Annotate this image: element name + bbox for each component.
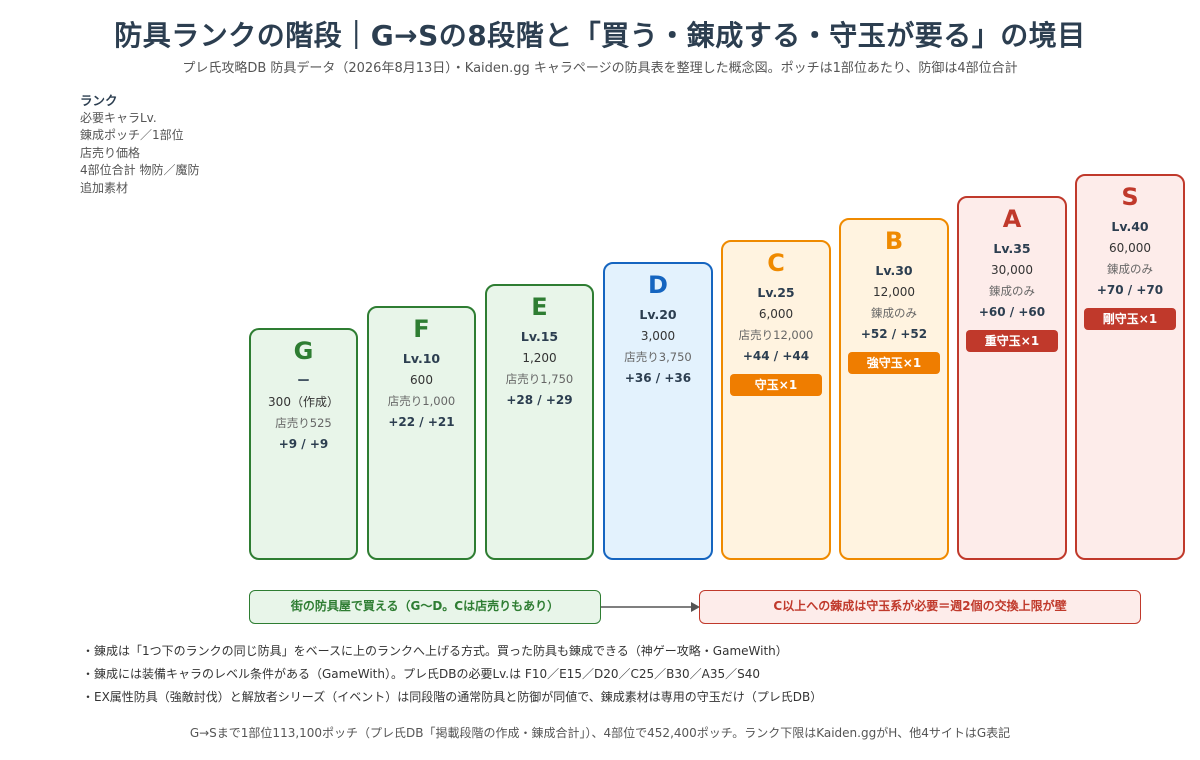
- rank-card-g: G ー 300（作成） 店売り525 +9 / +9: [249, 328, 358, 560]
- rank-cost: 60,000: [1109, 241, 1151, 255]
- rank-letter: A: [1002, 205, 1022, 233]
- note-item: ・錬成には装備キャラのレベル条件がある（GameWith）。プレ氏DBの必要Lv…: [82, 667, 760, 681]
- rank-letter: D: [648, 271, 668, 299]
- rank-material-badge: 重守玉×1: [966, 330, 1058, 352]
- legend-item-defense: 4部位合計 物防／魔防: [80, 163, 200, 177]
- rank-letter: B: [884, 227, 904, 255]
- rank-level: Lv.10: [402, 351, 441, 366]
- rank-card-f: F Lv.10 600 店売り1,000 +22 / +21: [367, 306, 476, 560]
- rank-material-badge: 守玉×1: [730, 374, 822, 396]
- legend-heading: ランク: [80, 93, 118, 108]
- rank-sell-price: 錬成のみ: [871, 306, 917, 320]
- rank-cost: 300（作成）: [268, 395, 339, 409]
- rank-cost: 6,000: [758, 307, 794, 321]
- note-item: ・錬成は「1つ下のランクの同じ防具」をベースに上のランクへ上げる方式。買った防具…: [82, 644, 788, 658]
- rank-defense: +28 / +29: [506, 393, 573, 407]
- rank-sell-price: 店売り12,000: [738, 328, 814, 342]
- page-subtitle: プレ氏攻略DB 防具データ（2026年8月13日）・Kaiden.gg キャラペ…: [182, 61, 1018, 76]
- rank-defense: +9 / +9: [278, 437, 329, 451]
- rank-letter: G: [293, 337, 314, 365]
- rank-cost: 600: [410, 373, 433, 387]
- rank-sell-price: 店売り1,750: [505, 372, 574, 386]
- rank-level: Lv.25: [757, 285, 795, 300]
- rank-defense: +52 / +52: [860, 327, 928, 341]
- rank-sell-price: 錬成のみ: [989, 284, 1035, 298]
- shop-range-band: 街の防具屋で買える（G〜D。Cは店売りもあり）: [249, 590, 601, 624]
- rank-letter: C: [767, 249, 785, 277]
- arrow-right-icon: [601, 602, 700, 612]
- rank-defense: +22 / +21: [388, 415, 455, 429]
- rank-letter: E: [531, 293, 548, 321]
- legend-item-material: 追加素材: [80, 180, 129, 195]
- rank-level: Lv.40: [1111, 219, 1149, 234]
- rank-material-badge: 剛守玉×1: [1084, 308, 1176, 330]
- rank-card-d: D Lv.20 3,000 店売り3,750 +36 / +36: [603, 262, 713, 560]
- rank-sell-price: 錬成のみ: [1107, 262, 1153, 276]
- notes-list: ・錬成は「1つ下のランクの同じ防具」をベースに上のランクへ上げる方式。買った防具…: [82, 640, 822, 709]
- rank-defense: +70 / +70: [1096, 283, 1164, 297]
- rank-card-s: S Lv.40 60,000 錬成のみ +70 / +70 剛守玉×1: [1075, 174, 1185, 560]
- rank-level: Lv.35: [993, 241, 1031, 256]
- legend-item-sell: 店売り価格: [80, 145, 141, 160]
- rank-defense: +44 / +44: [742, 349, 810, 363]
- rank-card-a: A Lv.35 30,000 錬成のみ +60 / +60 重守玉×1: [957, 196, 1067, 560]
- page-title: 防具ランクの階段｜G→Sの8段階と「買う・錬成する・守玉が要る」の境目: [114, 19, 1086, 52]
- rank-material-badge: 強守玉×1: [848, 352, 940, 374]
- rank-cost: 3,000: [640, 329, 676, 343]
- rank-level: Lv.20: [639, 307, 677, 322]
- rank-card-e: E Lv.15 1,200 店売り1,750 +28 / +29: [485, 284, 594, 560]
- legend-item-level: 必要キャラLv.: [80, 110, 157, 125]
- rank-letter: S: [1121, 183, 1139, 211]
- rank-sell-price: 店売り3,750: [624, 350, 692, 364]
- note-item: ・EX属性防具（強敵討伐）と解放者シリーズ（イベント）は同段階の通常防具と防御が…: [82, 690, 823, 704]
- refine-barrier-band: C以上への錬成は守玉系が必要＝週2個の交換上限が壁: [699, 590, 1141, 624]
- rank-cost: 1,200: [522, 351, 557, 365]
- rank-defense: +36 / +36: [624, 371, 692, 385]
- rank-level: ー: [297, 373, 310, 388]
- rank-sell-price: 店売り1,000: [387, 394, 456, 408]
- rank-letter: F: [413, 315, 430, 343]
- legend-item-cost: 錬成ポッチ／1部位: [80, 128, 184, 142]
- rank-card-c: C Lv.25 6,000 店売り12,000 +44 / +44 守玉×1: [721, 240, 831, 560]
- rank-level: Lv.15: [520, 329, 559, 344]
- rank-cost: 12,000: [873, 285, 915, 299]
- footer-note: G→Sまで1部位113,100ポッチ（プレ氏DB「掲載段階の作成・錬成合計」）、…: [189, 726, 1011, 740]
- rank-defense: +60 / +60: [978, 305, 1046, 319]
- rank-sell-price: 店売り525: [275, 416, 332, 430]
- rank-cost: 30,000: [991, 263, 1033, 277]
- rank-card-b: B Lv.30 12,000 錬成のみ +52 / +52 強守玉×1: [839, 218, 949, 560]
- legend: ランク 必要キャラLv. 錬成ポッチ／1部位 店売り価格 4部位合計 物防／魔防…: [80, 92, 199, 197]
- rank-level: Lv.30: [875, 263, 913, 278]
